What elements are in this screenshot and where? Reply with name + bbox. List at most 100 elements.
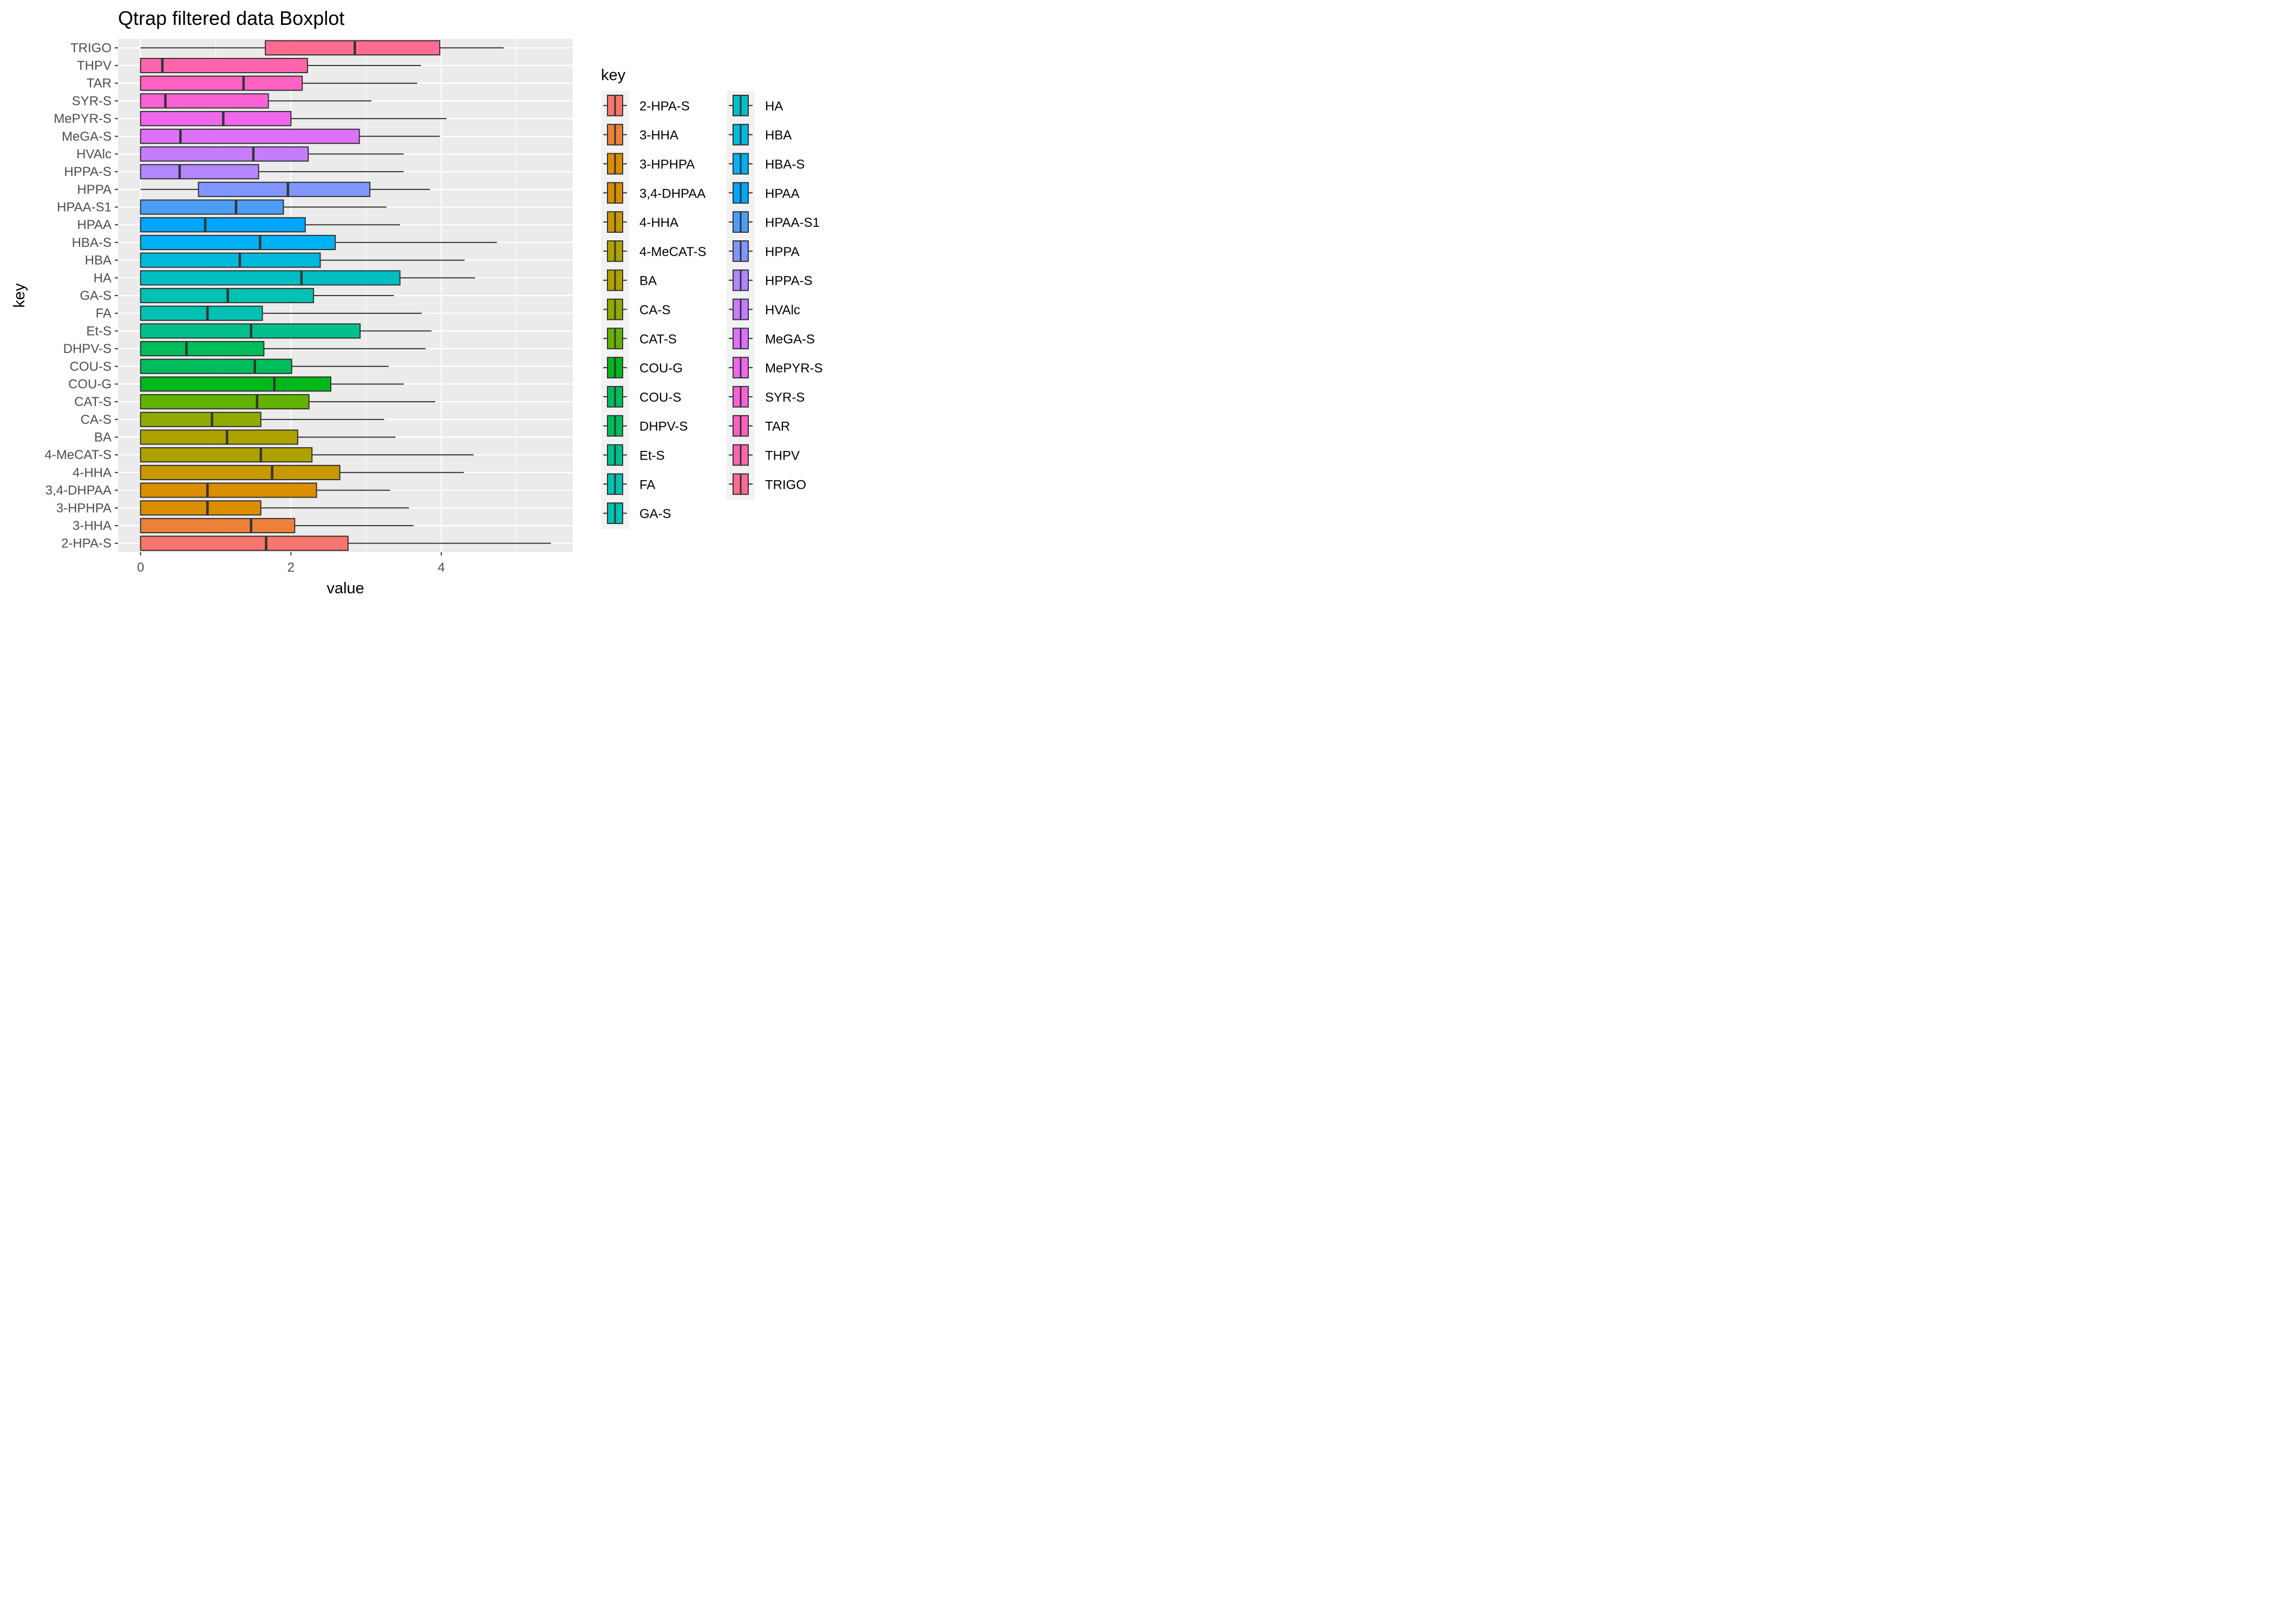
legend-title: key (601, 67, 626, 84)
y-tick-label: HA (94, 271, 112, 285)
legend-item-3-HPHPA: 3-HPHPA (603, 153, 695, 175)
box-DHPV-S (140, 340, 426, 357)
legend-label: HBA-S (765, 158, 805, 172)
box-series (140, 40, 551, 551)
y-tick-label: 4-MeCAT-S (44, 448, 112, 462)
legend-label: 3-HPHPA (639, 158, 695, 172)
box-3-HPHPA (140, 500, 409, 516)
box-4-HHA (140, 464, 464, 480)
legend-item-HBA-S: HBA-S (729, 153, 805, 175)
chart-title: Qtrap filtered data Boxplot (118, 7, 344, 29)
box-HBA-S (140, 234, 497, 251)
box-iqr (140, 482, 317, 498)
legend-item-FA: FA (603, 473, 655, 495)
x-axis-title: value (326, 580, 364, 597)
legend-item-DHPV-S: DHPV-S (603, 415, 688, 437)
legend-label: 4-MeCAT-S (639, 245, 707, 259)
y-axis: 2-HPA-S 3-HHA 3-HPHPA 3,4-DHPAA 4-HHA 4-MeCAT… (44, 41, 118, 551)
legend-label: THPV (765, 449, 800, 463)
legend-item-BA: BA (603, 269, 657, 291)
legend-item-SYR-S: SYR-S (729, 386, 805, 408)
legend-item-3,4-DHPAA: 3,4-DHPAA (603, 182, 705, 204)
box-SYR-S (140, 93, 371, 109)
box-iqr (140, 217, 306, 233)
box-iqr (140, 75, 303, 91)
y-tick-label: CA-S (81, 412, 112, 427)
y-tick-label: HBA-S (72, 235, 112, 250)
box-HPPA (140, 181, 430, 197)
legend-label: CAT-S (639, 332, 677, 346)
box-iqr (140, 464, 341, 480)
legend-item-Et-S: Et-S (603, 444, 665, 466)
y-tick-label: MePYR-S (54, 112, 112, 126)
box-COU-G (140, 376, 404, 392)
legend-label: 3-HHA (639, 128, 678, 143)
legend-label: BA (639, 274, 657, 289)
legend-label: HPAA-S1 (765, 215, 820, 230)
y-tick-label: 3,4-DHPAA (45, 483, 112, 498)
y-tick-label: CAT-S (74, 395, 112, 409)
legend-label: DHPV-S (639, 420, 688, 434)
legend-label: HPPA (765, 245, 800, 259)
box-HBA (140, 252, 465, 268)
y-tick-label: 2-HPA-S (61, 536, 112, 551)
legend-item-3-HHA: 3-HHA (603, 123, 678, 146)
legend-item-TRIGO: TRIGO (729, 473, 806, 495)
box-MeGA-S (140, 128, 440, 144)
box-4-MeCAT-S (140, 447, 474, 463)
y-tick-label: COU-S (70, 359, 112, 374)
box-HVAlc (140, 146, 404, 162)
box-THPV (140, 57, 421, 74)
box-CAT-S (140, 394, 435, 410)
y-tick-label: HPAA (77, 218, 112, 232)
box-iqr (140, 270, 401, 286)
legend-item-MeGA-S: MeGA-S (729, 328, 815, 350)
legend-item-COU-S: COU-S (603, 386, 681, 408)
boxplot-chart: Qtrap filtered data Boxplot 2-HPA-S 3-HHA… (11, 7, 823, 597)
box-iqr (140, 252, 321, 268)
x-axis: 0 2 4 (137, 552, 445, 575)
legend-item-HPPA-S: HPPA-S (729, 269, 813, 291)
y-tick-label: MeGA-S (62, 129, 112, 144)
box-TRIGO (140, 40, 504, 56)
legend-item-MePYR-S: MePYR-S (729, 357, 823, 379)
legend-label: CA-S (639, 303, 670, 318)
box-FA (140, 305, 422, 321)
box-3,4-DHPAA (140, 482, 390, 498)
legend-item-2-HPA-S: 2-HPA-S (603, 95, 690, 116)
box-iqr (140, 447, 313, 463)
legend-label: FA (639, 477, 655, 492)
legend: key 2-HPA-S 3-HHA 3-HPHPA 3,4-DHPAA 4-HHA 4-M… (601, 67, 823, 529)
y-tick-label: TAR (87, 76, 112, 91)
box-HPAA (140, 217, 400, 233)
legend-label: 4-HHA (639, 215, 678, 230)
box-iqr (140, 146, 309, 162)
legend-label: HA (765, 99, 783, 114)
x-tick-label: 0 (137, 560, 144, 575)
legend-item-4-HHA: 4-HHA (603, 211, 678, 233)
y-tick-label: GA-S (80, 289, 112, 303)
legend-item-HPPA: HPPA (729, 240, 800, 262)
y-tick-label: DHPV-S (63, 342, 112, 356)
legend-label: HPPA-S (765, 274, 813, 289)
legend-item-CAT-S: CAT-S (603, 328, 677, 350)
box-BA (140, 429, 396, 445)
y-tick-label: HPPA (77, 182, 112, 197)
legend-item-TAR: TAR (729, 415, 790, 437)
y-tick-label: HPAA-S1 (57, 200, 112, 215)
box-iqr (140, 111, 292, 127)
legend-label: TRIGO (765, 477, 806, 492)
box-iqr (140, 199, 284, 215)
legend-item-HPAA: HPAA (729, 182, 800, 204)
legend-label: GA-S (639, 507, 671, 521)
box-iqr (198, 181, 371, 197)
legend-label: HBA (765, 128, 792, 143)
box-iqr (140, 57, 308, 74)
legend-label: TAR (765, 420, 790, 434)
box-iqr (140, 376, 331, 392)
box-HPAA-S1 (140, 199, 387, 215)
box-COU-S (140, 358, 389, 374)
legend-item-GA-S: GA-S (603, 502, 671, 525)
x-tick-label: 4 (437, 560, 445, 575)
legend-label: MePYR-S (765, 361, 823, 376)
